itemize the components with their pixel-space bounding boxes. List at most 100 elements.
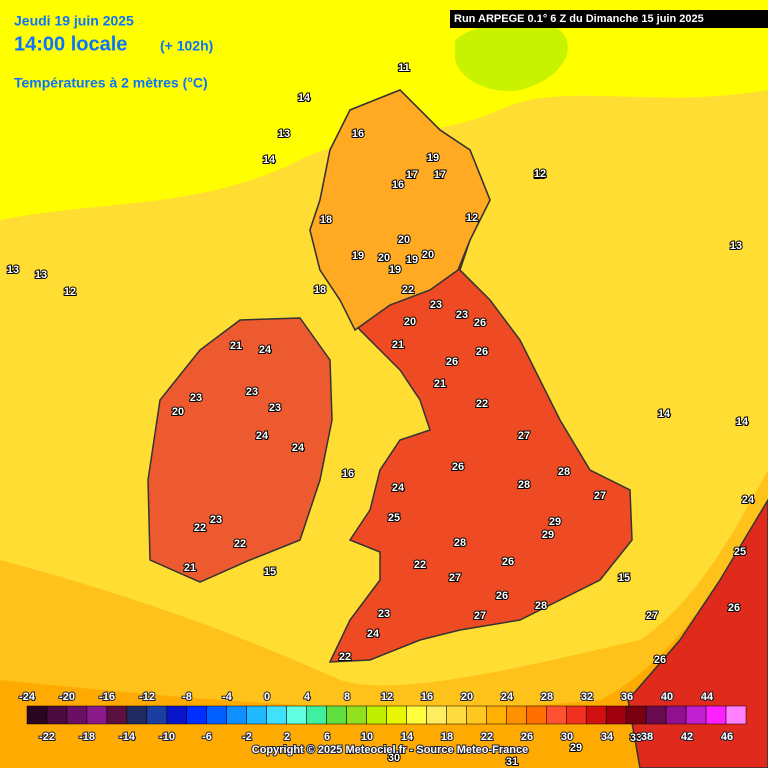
- temperature-label: 19: [352, 250, 364, 262]
- colorbar-segment: [246, 705, 267, 725]
- temperature-label: 20: [378, 252, 390, 264]
- colorbar-bottom-label: 26: [521, 731, 533, 743]
- temperature-label: 22: [234, 538, 246, 550]
- temperature-label: 16: [352, 128, 364, 140]
- colorbar-top-label: 24: [501, 691, 514, 703]
- colorbar-top-label: 40: [661, 691, 673, 703]
- colorbar-segment: [66, 705, 88, 725]
- temperature-label: 21: [392, 339, 404, 351]
- temperature-label: 13: [7, 264, 19, 276]
- temperature-label: 15: [618, 572, 630, 584]
- colorbar-bottom-label: 42: [681, 731, 693, 743]
- colorbar-bottom-label: 34: [601, 731, 614, 743]
- colorbar-bottom-label: -6: [202, 731, 212, 743]
- temperature-label: 22: [414, 559, 426, 571]
- temperature-label: 20: [172, 406, 184, 418]
- temperature-label: 29: [570, 742, 582, 754]
- colorbar-bottom-label: 18: [441, 731, 453, 743]
- colorbar-top-label: 28: [541, 691, 553, 703]
- temperature-label: 14: [298, 92, 311, 104]
- temperature-label: 26: [446, 356, 458, 368]
- colorbar-segment: [426, 705, 447, 725]
- colorbar-segment: [705, 705, 727, 725]
- colorbar-top-label: -4: [222, 691, 233, 703]
- colorbar-bottom-label: -2: [242, 731, 252, 743]
- temperature-label: 28: [454, 537, 466, 549]
- colorbar-bottom-label: 22: [481, 731, 493, 743]
- temperature-label: 27: [449, 572, 461, 584]
- colorbar-top-label: -24: [19, 691, 36, 703]
- colorbar-segment: [106, 705, 128, 725]
- temperature-label: 21: [184, 562, 196, 574]
- colorbar-bottom-label: -18: [79, 731, 95, 743]
- temperature-label: 21: [230, 340, 242, 352]
- temperature-label: 11: [398, 62, 410, 74]
- colorbar-segment: [146, 705, 168, 725]
- temperature-label: 29: [549, 516, 561, 528]
- temperature-label: 13: [534, 169, 546, 181]
- temperature-label: 27: [474, 610, 486, 622]
- temperature-label: 26: [728, 602, 740, 614]
- temperature-label: 20: [422, 249, 434, 261]
- colorbar-top-label: 44: [701, 691, 714, 703]
- colorbar-bottom-label: 38: [641, 731, 653, 743]
- temperature-label: 24: [742, 494, 755, 506]
- colorbar-segment: [506, 705, 527, 725]
- temperature-label: 14: [263, 154, 276, 166]
- temperature-label: 13: [278, 128, 290, 140]
- temperature-label: 13: [35, 269, 47, 281]
- colorbar-bottom-label: 30: [561, 731, 573, 743]
- temperature-label: 26: [654, 654, 666, 666]
- temperature-label: 24: [367, 628, 380, 640]
- temperature-label: 19: [406, 254, 418, 266]
- temperature-label: 18: [320, 214, 332, 226]
- temperature-label: 24: [256, 430, 269, 442]
- temperature-label: 33: [630, 732, 642, 744]
- temperature-label: 23: [210, 514, 222, 526]
- temperature-label: 31: [506, 756, 518, 768]
- colorbar-segment: [446, 705, 467, 725]
- colorbar-segment: [645, 705, 667, 725]
- temperature-label: 28: [518, 479, 530, 491]
- colorbar-segment: [486, 705, 507, 725]
- temperature-label: 26: [496, 590, 508, 602]
- colorbar-bottom-label: -10: [159, 731, 175, 743]
- temperature-label: 18: [314, 284, 326, 296]
- run-info: Run ARPEGE 0.1° 6 Z du Dimanche 15 juin …: [454, 13, 704, 25]
- colorbar: -24 -20 -16 -12 -8 -4 0 4 8 12 16 20 24 28 32 36 40 44-22…: [18, 690, 747, 744]
- temperature-label: 26: [476, 346, 488, 358]
- temperature-label: 16: [392, 179, 404, 191]
- colorbar-top-label: 16: [421, 691, 433, 703]
- colorbar-segment: [206, 705, 227, 725]
- colorbar-segment: [126, 705, 148, 725]
- colorbar-bottom-label: 2: [284, 731, 290, 743]
- colorbar-top-label: -8: [182, 691, 192, 703]
- colorbar-top-label: -20: [59, 691, 75, 703]
- ireland: [147, 317, 333, 583]
- france: [627, 498, 768, 769]
- temperature-label: 23: [246, 386, 258, 398]
- colorbar-segment: [366, 705, 387, 725]
- colorbar-top-label: 4: [304, 691, 311, 703]
- temperature-label: 13: [730, 240, 742, 252]
- colorbar-segment: [466, 705, 487, 725]
- colorbar-segment: [625, 705, 647, 725]
- colorbar-segment: [326, 705, 347, 725]
- colorbar-segment: [665, 705, 687, 725]
- colorbar-segment: [186, 705, 207, 725]
- colorbar-top-label: -16: [99, 691, 115, 703]
- temperature-label: 12: [534, 168, 546, 180]
- variable: Températures à 2 mètres (°C): [14, 75, 208, 91]
- colorbar-segment: [546, 705, 567, 725]
- temperature-label: 23: [378, 608, 390, 620]
- date: Jeudi 19 juin 2025: [14, 13, 134, 29]
- colorbar-bottom-label: -14: [119, 731, 136, 743]
- temperature-label: 25: [388, 512, 400, 524]
- temperature-label: 22: [194, 522, 206, 534]
- temperature-label: 19: [427, 152, 439, 164]
- colorbar-top-label: 36: [621, 691, 633, 703]
- time: 14:00 locale: [14, 33, 127, 55]
- temperature-label: 25: [734, 546, 746, 558]
- colorbar-top-label: 20: [461, 691, 473, 703]
- colorbar-segment: [26, 705, 48, 725]
